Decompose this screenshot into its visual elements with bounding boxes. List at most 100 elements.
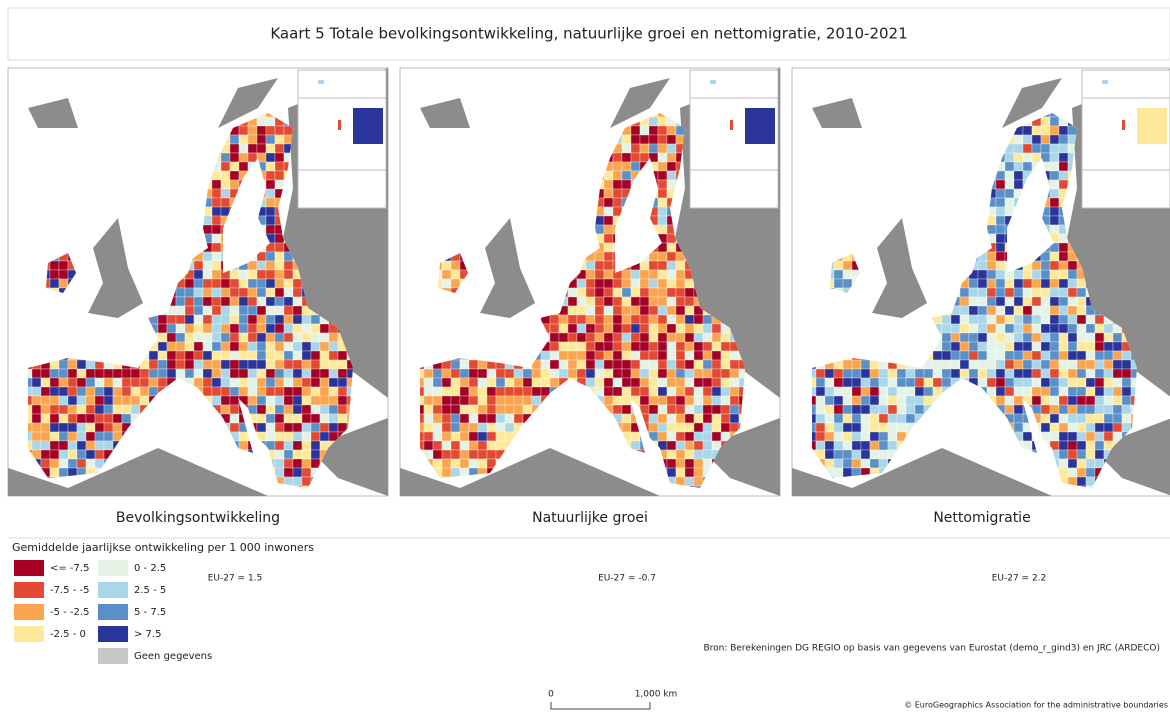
region <box>239 378 248 387</box>
region <box>95 378 104 387</box>
region <box>424 423 433 432</box>
region <box>212 306 221 315</box>
region <box>640 144 649 153</box>
region <box>113 423 122 432</box>
region <box>631 279 640 288</box>
region <box>203 333 212 342</box>
region <box>496 369 505 378</box>
region <box>203 369 212 378</box>
region <box>996 351 1005 360</box>
region <box>59 423 68 432</box>
region <box>284 468 293 477</box>
region <box>1023 288 1032 297</box>
region <box>694 342 703 351</box>
region <box>834 261 843 270</box>
region <box>1041 270 1050 279</box>
region <box>1032 351 1041 360</box>
region <box>122 387 131 396</box>
region <box>969 297 978 306</box>
region <box>1059 288 1068 297</box>
region <box>275 369 284 378</box>
region <box>302 315 311 324</box>
region <box>870 387 879 396</box>
region <box>212 189 221 198</box>
region <box>685 369 694 378</box>
region <box>834 414 843 423</box>
region <box>1113 360 1122 369</box>
region <box>960 288 969 297</box>
region <box>41 441 50 450</box>
region <box>1032 360 1041 369</box>
region <box>275 432 284 441</box>
region <box>721 378 730 387</box>
region <box>86 387 95 396</box>
region <box>568 333 577 342</box>
region <box>703 333 712 342</box>
region <box>1077 477 1086 486</box>
region <box>1023 342 1032 351</box>
region <box>888 405 897 414</box>
region <box>95 450 104 459</box>
region <box>658 117 667 126</box>
region <box>433 459 442 468</box>
region <box>649 126 658 135</box>
region <box>1041 306 1050 315</box>
region <box>604 333 613 342</box>
region <box>996 270 1005 279</box>
region <box>275 135 284 144</box>
region <box>1086 387 1095 396</box>
region <box>487 387 496 396</box>
region <box>41 405 50 414</box>
region <box>275 279 284 288</box>
region <box>685 396 694 405</box>
region <box>203 270 212 279</box>
region <box>275 315 284 324</box>
region <box>514 378 523 387</box>
region <box>712 342 721 351</box>
region <box>568 306 577 315</box>
region <box>212 252 221 261</box>
region <box>1122 405 1131 414</box>
region <box>658 297 667 306</box>
region <box>469 387 478 396</box>
region <box>568 297 577 306</box>
region <box>631 387 640 396</box>
region <box>703 342 712 351</box>
region <box>1014 360 1023 369</box>
region <box>1041 405 1050 414</box>
region <box>658 225 667 234</box>
region <box>523 387 532 396</box>
region <box>1050 306 1059 315</box>
region <box>870 378 879 387</box>
region <box>442 441 451 450</box>
region <box>221 360 230 369</box>
region <box>442 414 451 423</box>
region <box>870 432 879 441</box>
region <box>293 306 302 315</box>
region <box>1023 162 1032 171</box>
region <box>622 405 631 414</box>
region <box>1005 333 1014 342</box>
region <box>1014 180 1023 189</box>
region <box>658 306 667 315</box>
region <box>293 288 302 297</box>
region <box>622 333 631 342</box>
region <box>1032 126 1041 135</box>
region <box>221 342 230 351</box>
region <box>59 279 68 288</box>
region <box>176 333 185 342</box>
region <box>870 360 879 369</box>
region <box>595 360 604 369</box>
region <box>888 396 897 405</box>
region <box>1041 378 1050 387</box>
region <box>640 342 649 351</box>
region <box>640 297 649 306</box>
region <box>622 360 631 369</box>
region <box>302 387 311 396</box>
region <box>703 315 712 324</box>
region <box>1059 243 1068 252</box>
region <box>293 315 302 324</box>
region <box>640 306 649 315</box>
region <box>266 378 275 387</box>
region <box>658 378 667 387</box>
